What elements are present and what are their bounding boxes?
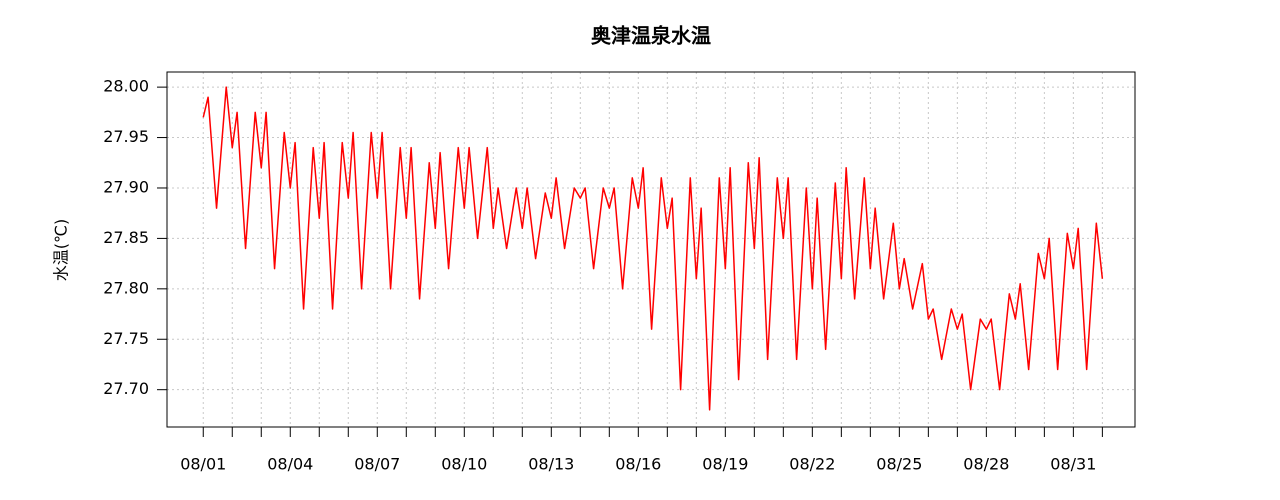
y-tick-label: 27.70 [103, 379, 149, 398]
x-tick-label: 08/13 [528, 455, 574, 474]
x-tick-label: 08/07 [354, 455, 400, 474]
x-tick-label: 08/28 [963, 455, 1009, 474]
x-tick-label: 08/22 [789, 455, 835, 474]
x-tick-label: 08/19 [702, 455, 748, 474]
x-tick-label: 08/31 [1050, 455, 1096, 474]
x-tick-label: 08/10 [441, 455, 487, 474]
y-tick-label: 27.75 [103, 329, 149, 348]
y-tick-label: 27.95 [103, 127, 149, 146]
plot-frame [166, 71, 1136, 428]
y-tick-label: 27.90 [103, 177, 149, 196]
chart-title: 奥津温泉水温 [591, 24, 711, 48]
x-tick-label: 08/25 [876, 455, 922, 474]
data-line [202, 86, 1104, 411]
y-axis-label: 水温(℃) [52, 219, 71, 281]
y-tick-label: 27.85 [103, 228, 149, 247]
y-tick-label: 28.00 [103, 77, 149, 96]
y-tick-label: 27.80 [103, 278, 149, 297]
x-tick-label: 08/16 [615, 455, 661, 474]
x-tick-label: 08/04 [267, 455, 313, 474]
x-tick-label: 08/01 [180, 455, 226, 474]
